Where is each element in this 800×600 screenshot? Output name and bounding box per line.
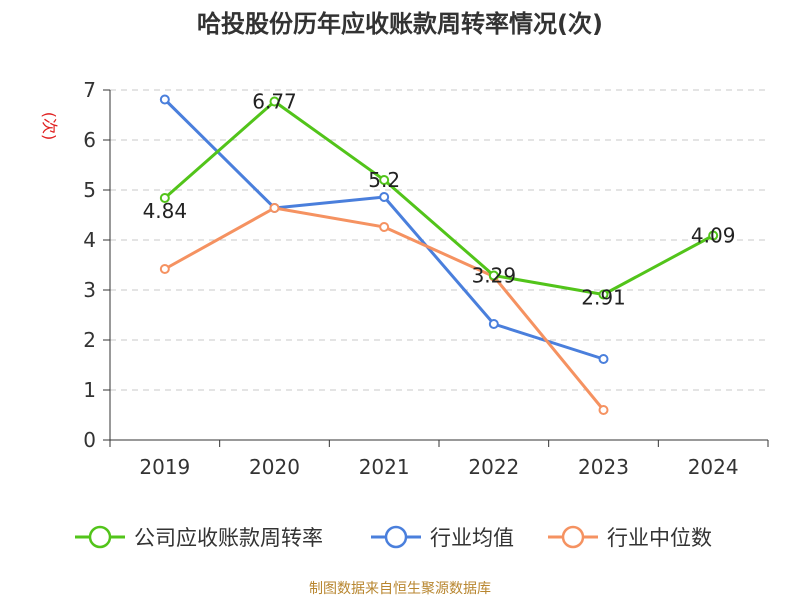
data-label-2024: 4.09 [691,224,736,248]
y-tick-label-3: 3 [83,278,96,302]
data-label-2021: 5.2 [368,168,400,192]
legend-marker-1 [384,525,408,549]
data-label-2020: 6.77 [252,90,297,114]
x-tick-label-2023: 2023 [578,455,629,479]
legend-marker-2 [561,525,585,549]
x-tick-label-2020: 2020 [249,455,300,479]
data-label-2022: 3.29 [472,264,517,288]
data-point-s2-2020 [269,203,280,213]
x-tick-label-2021: 2021 [359,455,410,479]
data-point-s0-2024 [708,230,719,241]
source-note: 制图数据来自恒生聚源数据库 [309,581,491,597]
data-point-s0-2023 [598,289,609,300]
legend-label-0: 公司应收账款周转率 [134,526,323,550]
x-tick-label-2022: 2022 [468,455,519,479]
y-tick-label-6: 6 [83,128,96,152]
y-tick-label-2: 2 [83,328,96,352]
y-axis-label: (次) [40,112,59,141]
data-point-s1-2019 [159,94,170,105]
data-point-s1-2023 [598,354,609,364]
series-line-2 [164,206,605,411]
data-point-s0-2022 [488,270,499,281]
data-point-s0-2019 [159,193,170,203]
data-point-s1-2021 [379,192,390,202]
y-tick-label-7: 7 [83,78,96,102]
data-point-s1-2022 [488,319,499,329]
legend-label-1: 行业均值 [430,526,514,550]
data-point-s2-2021 [379,222,390,232]
legend-marker-0 [88,525,112,549]
data-point-s0-2021 [379,175,390,185]
data-label-2023: 2.91 [581,286,626,310]
chart-title: 哈投股份历年应收账款周转率情况(次) [197,10,603,38]
y-tick-label-0: 0 [83,428,96,452]
y-tick-label-1: 1 [83,378,96,402]
y-tick-label-5: 5 [83,178,96,202]
x-tick-label-2019: 2019 [139,455,190,479]
y-tick-label-4: 4 [83,228,96,252]
data-point-s2-2023 [598,405,609,415]
series-line-0 [163,100,714,296]
data-point-s0-2020 [269,96,280,107]
legend-label-2: 行业中位数 [607,526,712,550]
data-label-2019: 4.84 [143,199,188,223]
data-point-s2-2019 [159,264,170,274]
x-tick-label-2024: 2024 [688,455,739,479]
